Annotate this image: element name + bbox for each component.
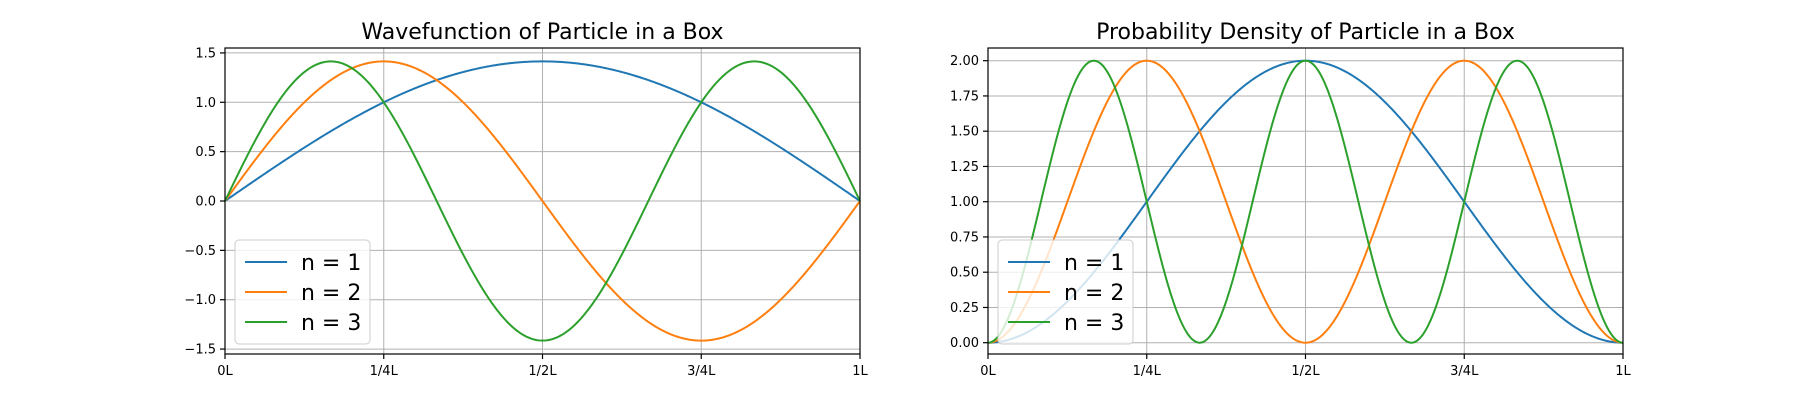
y-tick-label: 0.0 bbox=[195, 195, 216, 210]
legend-box bbox=[234, 239, 371, 345]
x-tick-label: 1L bbox=[1615, 364, 1631, 379]
chart-title: Wavefunction of Particle in a Box bbox=[361, 20, 723, 45]
legend-label-n1: n = 1 bbox=[1064, 251, 1124, 276]
legend-label-n1: n = 1 bbox=[301, 251, 361, 276]
y-tick-label: 1.50 bbox=[950, 125, 979, 140]
x-tick-label: 0L bbox=[980, 364, 996, 379]
y-tick-label: −0.5 bbox=[184, 244, 216, 259]
legend-label-n3: n = 3 bbox=[1064, 311, 1124, 336]
chart-1: 0L 1/4L 1/2L 3/4L 1L −1.5 −1.0 −0.5 0.0 0.5 1.0 1.5… bbox=[184, 20, 868, 379]
y-tick-label: 1.5 bbox=[195, 46, 216, 61]
x-tick-label: 3/4L bbox=[1450, 364, 1479, 379]
chart-title: Probability Density of Particle in a Box bbox=[1096, 20, 1515, 45]
y-tick-label: 1.00 bbox=[950, 195, 979, 210]
x-tick-label: 1L bbox=[852, 364, 868, 379]
x-tick-label: 3/4L bbox=[687, 364, 716, 379]
series-line-n2 bbox=[224, 60, 861, 342]
y-tick-label: 0.50 bbox=[950, 266, 979, 281]
y-tick-label: −1.5 bbox=[184, 343, 216, 358]
y-tick-label: 2.00 bbox=[950, 54, 979, 69]
y-tick-label: 1.0 bbox=[195, 96, 216, 111]
series-line-n3 bbox=[987, 59, 1624, 344]
x-tick-label: 1/4L bbox=[370, 364, 399, 379]
legend-label-n2: n = 2 bbox=[1064, 281, 1124, 306]
y-tick-label: 0.75 bbox=[950, 230, 979, 245]
series-line-n3 bbox=[224, 60, 861, 342]
y-tick-label: −1.0 bbox=[184, 293, 216, 308]
y-tick-label: 0.25 bbox=[950, 301, 979, 316]
y-tick-label: 0.5 bbox=[195, 145, 216, 160]
series-line-n2 bbox=[987, 59, 1624, 344]
y-tick-label: 1.75 bbox=[950, 89, 979, 104]
chart-2: 0L 1/4L 1/2L 3/4L 1L 0.00 0.25 0.50 0.75 1.00 1.25… bbox=[950, 20, 1631, 379]
legend-box bbox=[997, 239, 1134, 345]
x-tick-label: 1/2L bbox=[528, 364, 557, 379]
y-tick-label: 1.25 bbox=[950, 160, 979, 175]
x-tick-label: 1/2L bbox=[1291, 364, 1320, 379]
series-line-n1 bbox=[224, 60, 861, 202]
legend: n = 1 n = 2 n = 3 bbox=[997, 239, 1134, 345]
y-tick-label: 0.00 bbox=[950, 336, 979, 351]
legend-label-n3: n = 3 bbox=[301, 311, 361, 336]
x-tick-label: 0L bbox=[217, 364, 233, 379]
x-tick-label: 1/4L bbox=[1133, 364, 1162, 379]
legend: n = 1 n = 2 n = 3 bbox=[234, 239, 371, 345]
legend-label-n2: n = 2 bbox=[301, 281, 361, 306]
